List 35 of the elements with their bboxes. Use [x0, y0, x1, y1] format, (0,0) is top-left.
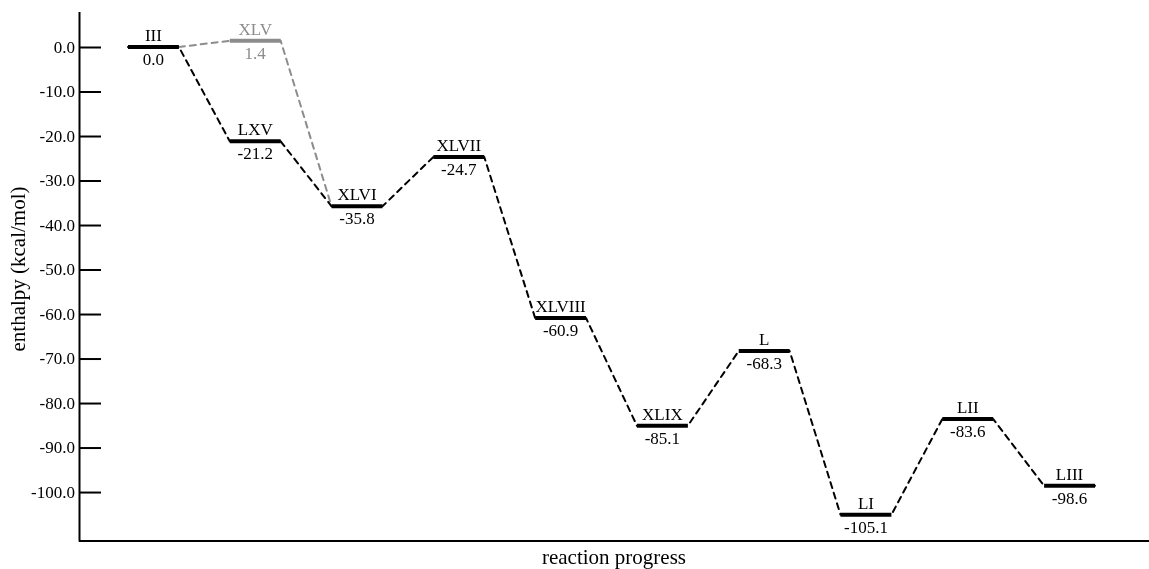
y-tick-label: -30.0 [39, 171, 75, 191]
y-tick-label: -40.0 [39, 215, 75, 235]
y-tick-label: -10.0 [39, 82, 75, 102]
annotation: XLVII [436, 135, 482, 155]
annotation: LI [857, 493, 875, 513]
data-label: -105.1 [844, 517, 888, 537]
y-tick-label: -50.0 [39, 260, 75, 280]
annotation: LII [956, 398, 979, 418]
annotation: LIII [1055, 464, 1084, 484]
data-label: -21.2 [237, 144, 273, 164]
annotation: XLIX [642, 404, 683, 424]
y-tick-label: -60.0 [39, 304, 75, 324]
annotation: XLVIII [535, 297, 587, 317]
annotation: L [758, 329, 770, 349]
data-label: -68.3 [746, 353, 782, 373]
data-label: 1.4 [244, 43, 267, 63]
annotation: XLV [238, 19, 273, 39]
y-tick-label: 0.0 [53, 37, 75, 57]
data-label: -98.6 [1051, 488, 1088, 508]
y-axis-title: enthalpy (kcal/mol) [6, 186, 30, 352]
y-tick-label: -100.0 [31, 482, 75, 502]
data-label: 0.0 [142, 50, 165, 69]
data-label: -24.7 [441, 159, 478, 179]
data-label: -60.9 [542, 321, 579, 341]
y-tick-label: -20.0 [39, 126, 75, 146]
data-label: -85.1 [644, 428, 681, 448]
y-tick-label: -80.0 [39, 393, 75, 413]
annotation: III [144, 26, 163, 45]
annotation: LXV [237, 120, 274, 140]
x-axis-title: reaction progress [541, 545, 687, 569]
y-tick-label: -70.0 [39, 349, 75, 369]
annotation: XLVI [337, 185, 377, 205]
y-tick-label: -90.0 [39, 438, 75, 458]
data-label: -35.8 [339, 209, 375, 229]
data-label: -83.6 [950, 422, 986, 442]
